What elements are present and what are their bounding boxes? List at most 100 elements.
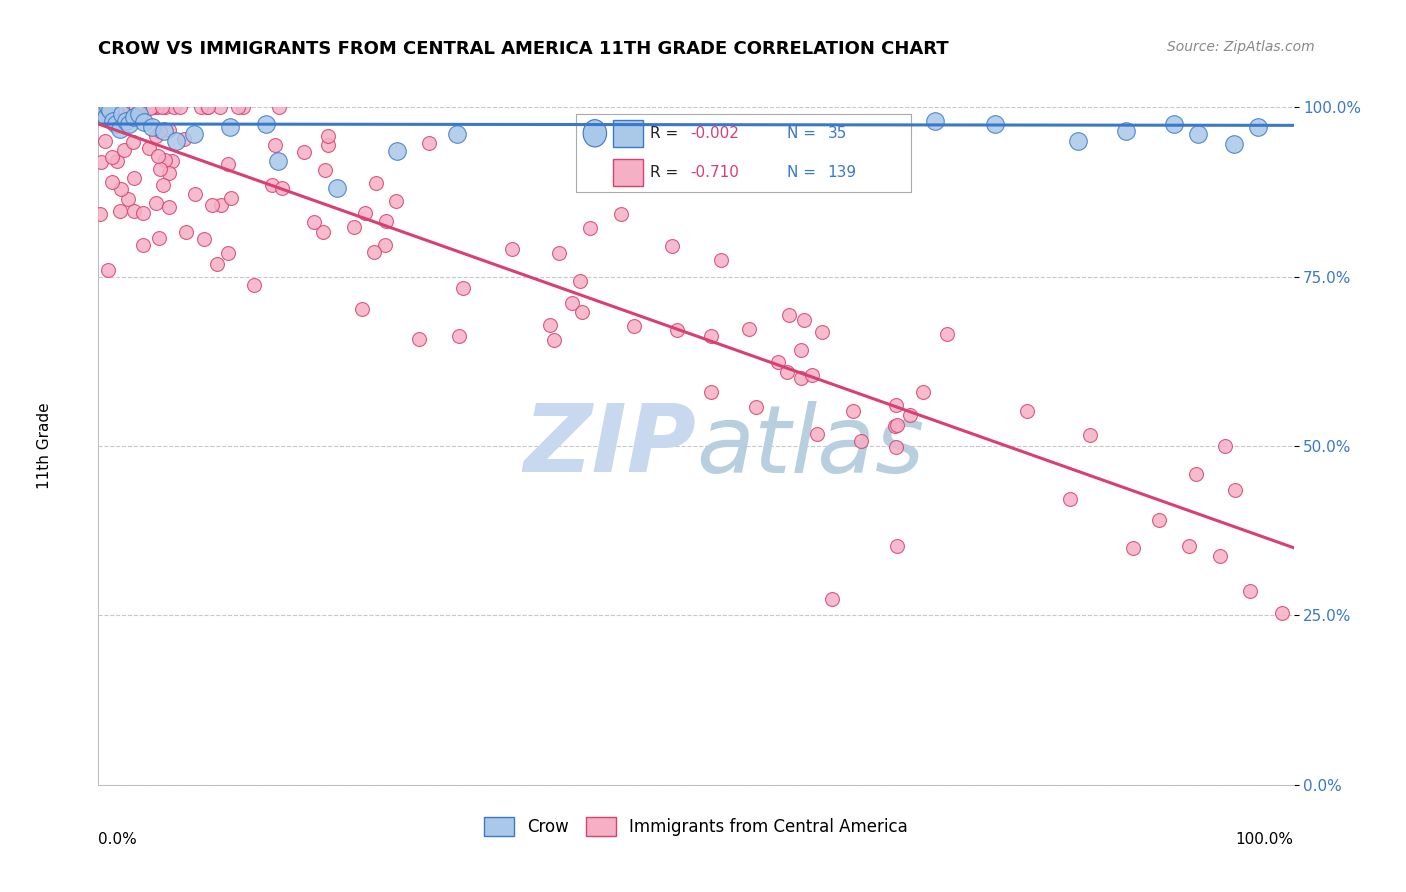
Point <box>125 100 148 114</box>
Point <box>219 120 242 135</box>
Point <box>1187 127 1209 141</box>
Point <box>886 539 908 553</box>
Point <box>408 332 430 346</box>
Point <box>884 419 907 434</box>
Point <box>984 117 1007 131</box>
Point <box>165 134 187 148</box>
Point <box>610 207 633 221</box>
Text: 100.0%: 100.0% <box>1236 832 1294 847</box>
Point <box>1208 549 1230 563</box>
Point <box>699 384 721 399</box>
Point <box>138 141 160 155</box>
Point <box>579 220 602 235</box>
Point <box>145 196 167 211</box>
Point <box>267 154 290 169</box>
Point <box>790 343 813 357</box>
Point <box>700 328 723 343</box>
Point <box>148 124 170 138</box>
Point <box>101 113 124 128</box>
Point <box>263 138 285 153</box>
Point <box>1015 404 1038 418</box>
Point <box>314 163 336 178</box>
Point <box>209 198 232 212</box>
Point <box>790 371 813 385</box>
Point <box>101 105 124 120</box>
Point <box>626 130 648 145</box>
Point <box>117 193 139 207</box>
Point <box>501 242 523 256</box>
Point <box>820 592 842 607</box>
Point <box>174 225 197 239</box>
Point <box>124 203 146 218</box>
Point <box>776 365 799 379</box>
Point <box>898 408 921 422</box>
Text: ZIP: ZIP <box>523 400 696 492</box>
Point <box>453 281 475 295</box>
Point <box>128 107 150 121</box>
Point <box>163 100 186 114</box>
Text: Source: ZipAtlas.com: Source: ZipAtlas.com <box>1167 40 1315 54</box>
Point <box>571 304 593 318</box>
Point <box>208 100 231 114</box>
Point <box>108 121 131 136</box>
Text: 11th Grade: 11th Grade <box>37 402 52 490</box>
Point <box>183 186 205 201</box>
Point <box>121 136 143 150</box>
Point <box>152 178 174 193</box>
Point <box>122 100 145 114</box>
Point <box>1178 539 1201 553</box>
Point <box>738 322 761 336</box>
Point <box>110 203 132 218</box>
Point <box>243 277 266 292</box>
Text: atlas: atlas <box>696 401 924 491</box>
Point <box>312 225 335 239</box>
Point <box>267 100 290 114</box>
Point <box>173 132 195 146</box>
Point <box>262 178 284 193</box>
Point <box>778 308 800 322</box>
Point <box>145 129 167 144</box>
Point <box>232 100 254 114</box>
Point <box>1223 483 1246 498</box>
Point <box>193 231 215 245</box>
Point <box>326 181 349 195</box>
Point <box>112 100 135 114</box>
Point <box>139 100 162 114</box>
Point <box>148 230 170 244</box>
Point <box>1059 492 1081 507</box>
Point <box>1115 124 1137 138</box>
Point <box>543 333 565 347</box>
Point <box>353 206 375 220</box>
Point <box>190 100 212 114</box>
Point <box>561 295 583 310</box>
Point <box>150 100 173 114</box>
Point <box>1271 606 1294 620</box>
Point <box>205 256 228 270</box>
Point <box>128 100 150 114</box>
Point <box>153 100 176 114</box>
Point <box>94 134 117 148</box>
Point <box>157 200 180 214</box>
Point <box>294 145 316 160</box>
Point <box>343 219 366 234</box>
Point <box>110 182 132 196</box>
Point <box>316 129 339 144</box>
Point <box>666 323 689 337</box>
Point <box>1067 134 1090 148</box>
Point <box>111 107 134 121</box>
Point <box>228 100 250 114</box>
Point <box>94 106 117 120</box>
Point <box>112 143 135 157</box>
Point <box>162 154 184 169</box>
Point <box>217 245 239 260</box>
Point <box>90 155 112 169</box>
Point <box>132 115 155 129</box>
Point <box>302 215 325 229</box>
Point <box>183 127 205 141</box>
Point <box>201 198 224 212</box>
Point <box>374 238 396 252</box>
Point <box>623 318 645 333</box>
Point <box>385 194 408 208</box>
Point <box>1163 117 1185 131</box>
Point <box>131 206 153 220</box>
